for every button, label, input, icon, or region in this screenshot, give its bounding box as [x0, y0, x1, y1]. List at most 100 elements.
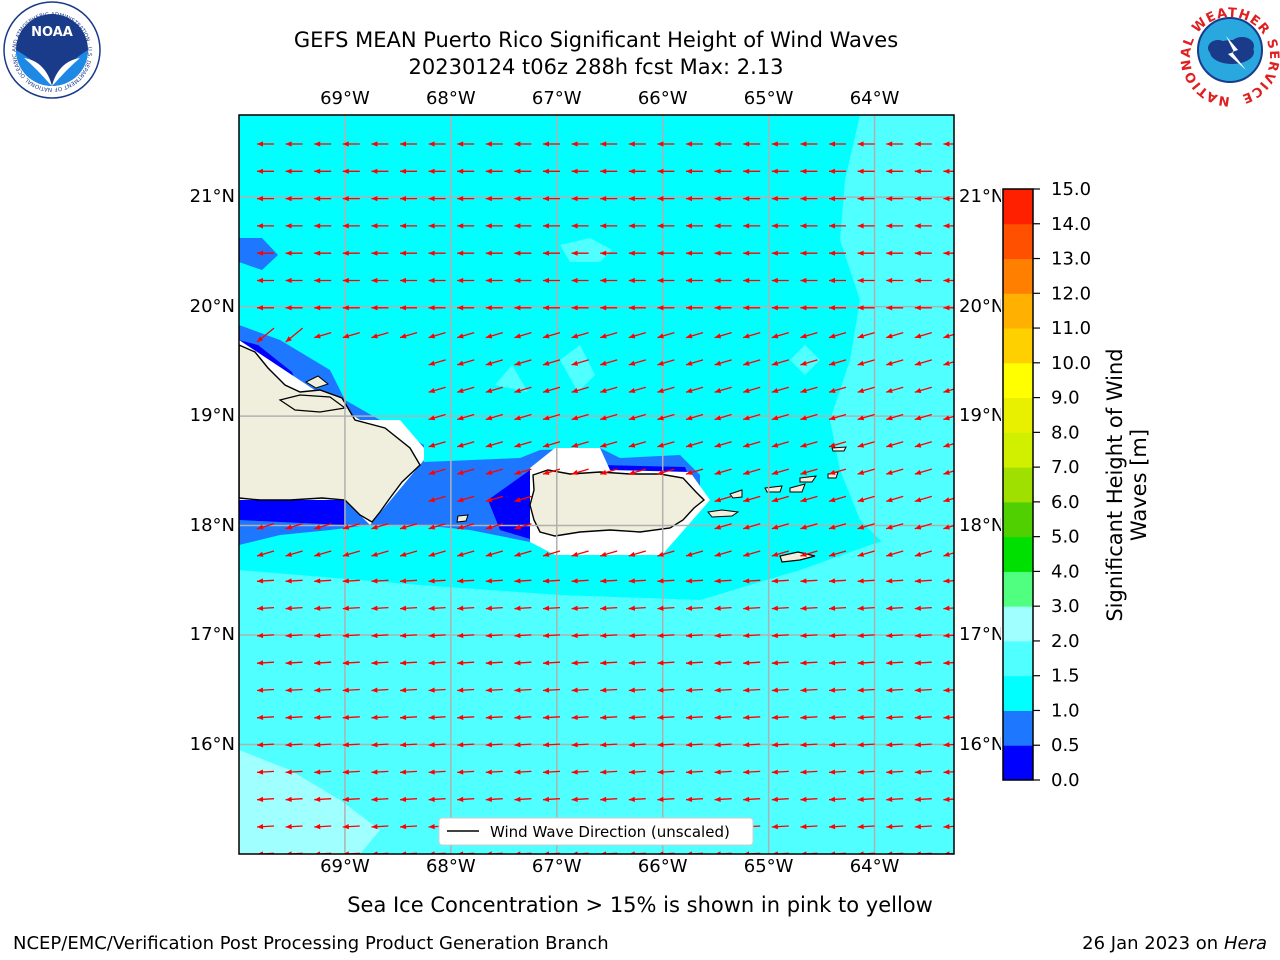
wind-arrow — [714, 277, 732, 284]
wind-arrow — [800, 468, 818, 475]
wind-arrow — [399, 769, 418, 775]
wind-arrow — [342, 141, 360, 147]
wind-arrow — [428, 632, 446, 639]
wind-arrow — [686, 141, 703, 147]
wind-arrow — [743, 495, 761, 503]
wind-arrow — [485, 523, 503, 530]
wind-arrow — [400, 168, 417, 174]
wind-arrow — [685, 687, 704, 693]
wind-arrow — [743, 141, 761, 147]
colorbar-label: 1.5 — [1051, 666, 1080, 687]
wind-arrow — [399, 550, 418, 557]
wind-arrow — [457, 605, 475, 611]
wind-arrow — [657, 305, 675, 311]
wind-arrow — [657, 196, 675, 202]
wind-arrow — [428, 769, 446, 775]
wind-arrow — [771, 359, 789, 366]
wind-arrow — [771, 769, 789, 775]
wind-arrow — [571, 605, 589, 611]
lat-tick-right: 18°N — [959, 515, 1001, 536]
wind-arrow — [800, 413, 818, 421]
wind-arrow — [828, 687, 847, 693]
wind-arrow — [886, 824, 904, 830]
wind-arrow — [743, 386, 761, 394]
wind-arrow — [714, 523, 732, 530]
wind-arrow — [857, 550, 875, 557]
wind-arrow — [743, 305, 761, 311]
wind-arrow — [600, 714, 618, 721]
wind-arrow — [743, 359, 761, 366]
run-stamp: 26 Jan 2023 on Hera — [1082, 934, 1267, 954]
wind-arrow — [914, 277, 932, 284]
wind-arrow — [771, 605, 789, 611]
wind-arrow — [457, 796, 475, 802]
wind-arrow — [485, 578, 503, 584]
wind-arrow — [542, 331, 561, 339]
wind-arrow — [771, 141, 789, 147]
wind-arrow — [714, 660, 732, 666]
wind-arrow — [314, 550, 332, 557]
wind-arrow — [485, 714, 503, 721]
wind-arrow — [257, 223, 274, 229]
wind-arrow — [943, 824, 954, 830]
wind-arrow — [800, 141, 818, 147]
wind-arrow — [714, 687, 732, 693]
wind-arrow — [256, 523, 275, 530]
wind-arrow — [285, 796, 303, 802]
wind-arrow — [857, 168, 875, 174]
wind-arrow — [714, 796, 732, 802]
wind-arrow — [600, 331, 618, 339]
wind-arrow — [428, 141, 446, 147]
wind-arrow — [485, 550, 503, 557]
wind-arrow — [943, 388, 954, 394]
sea-ice-note: Sea Ice Concentration > 15% is shown in … — [347, 893, 933, 917]
wind-arrow — [342, 742, 360, 748]
colorbar-label: 8.0 — [1051, 422, 1080, 443]
wind-arrow — [771, 250, 789, 256]
colorbar-label: 13.0 — [1051, 249, 1091, 270]
wind-arrow — [600, 605, 618, 611]
run-host: Hera — [1223, 933, 1267, 954]
wind-arrow — [256, 742, 275, 748]
wind-arrow — [828, 523, 847, 530]
wind-arrow — [256, 660, 275, 666]
wind-arrow — [828, 605, 847, 611]
wind-arrow — [485, 250, 503, 256]
wind-arrow — [342, 578, 360, 584]
wind-arrow — [371, 250, 389, 256]
wind-arrow — [428, 196, 446, 202]
run-date: 26 Jan 2023 on — [1082, 933, 1224, 954]
colorbar-label: 9.0 — [1051, 388, 1080, 409]
wind-arrow — [800, 742, 818, 748]
wind-arrow — [886, 331, 904, 339]
wind-arrow — [886, 687, 904, 693]
lon-tick-top: 65°W — [743, 88, 794, 109]
wind-arrow — [457, 277, 475, 284]
wind-arrow — [571, 742, 589, 748]
wind-arrow — [914, 769, 932, 775]
wind-arrow — [800, 196, 818, 202]
colorbar-segment — [1003, 432, 1033, 468]
wind-arrow — [743, 223, 761, 229]
wind-arrow — [628, 359, 646, 366]
lon-tick-bottom: 66°W — [637, 856, 688, 877]
wind-arrow — [657, 687, 675, 693]
wind-arrow — [371, 141, 389, 147]
colorbar-segment — [1003, 328, 1033, 364]
wind-arrow — [771, 523, 789, 530]
wind-arrow — [771, 687, 789, 693]
wind-arrow — [342, 824, 360, 830]
wind-arrow — [542, 386, 561, 394]
wind-arrow — [371, 796, 389, 802]
colorbar-segment — [1003, 640, 1033, 677]
wind-arrow — [428, 386, 446, 394]
wind-arrow — [571, 277, 589, 284]
wind-arrow — [371, 742, 389, 748]
wind-arrow — [828, 441, 847, 448]
wind-arrow — [657, 386, 675, 394]
wind-arrow — [886, 386, 904, 394]
wind-arrow — [886, 168, 904, 174]
wind-arrow — [771, 305, 789, 311]
wind-arrow — [457, 331, 475, 339]
wind-arrow — [600, 359, 618, 366]
